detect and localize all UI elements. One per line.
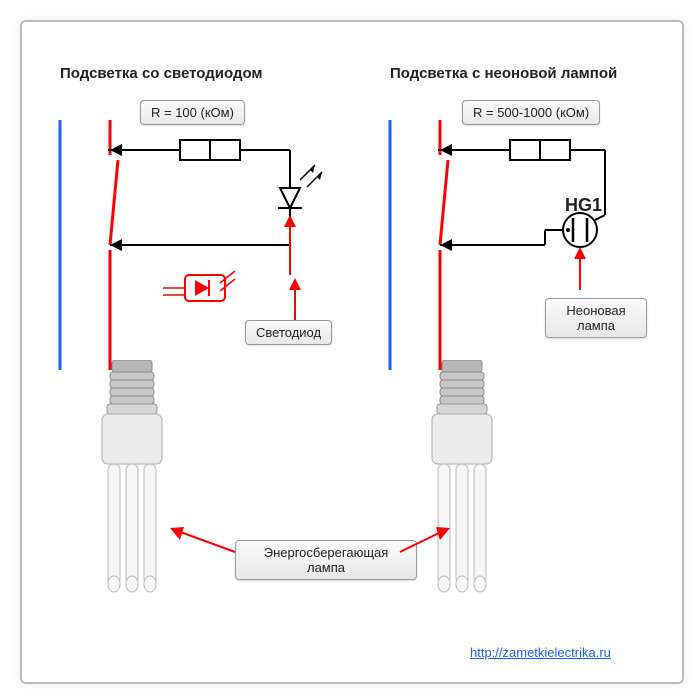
left-title: Подсветка со светодиодом <box>60 65 263 82</box>
bulb-socket-icon <box>107 360 157 414</box>
neon-lamp-symbol <box>563 213 597 247</box>
left-bulb <box>72 360 192 640</box>
bottom-label: Энергосберегающая лампа <box>235 540 417 580</box>
right-bulb <box>402 360 522 640</box>
left-callout-arrow <box>275 275 315 325</box>
led-symbol <box>278 165 322 208</box>
right-title: Подсветка с неоновой лампой <box>390 65 617 82</box>
right-callout-label: Неоновая лампа <box>545 298 647 338</box>
led-icon <box>163 271 235 301</box>
bulb-tubes-icon <box>108 464 156 592</box>
source-url[interactable]: http://zametkielectrika.ru <box>470 645 611 660</box>
diagram-frame: Подсветка со светодиодом Подсветка с нео… <box>0 0 700 700</box>
